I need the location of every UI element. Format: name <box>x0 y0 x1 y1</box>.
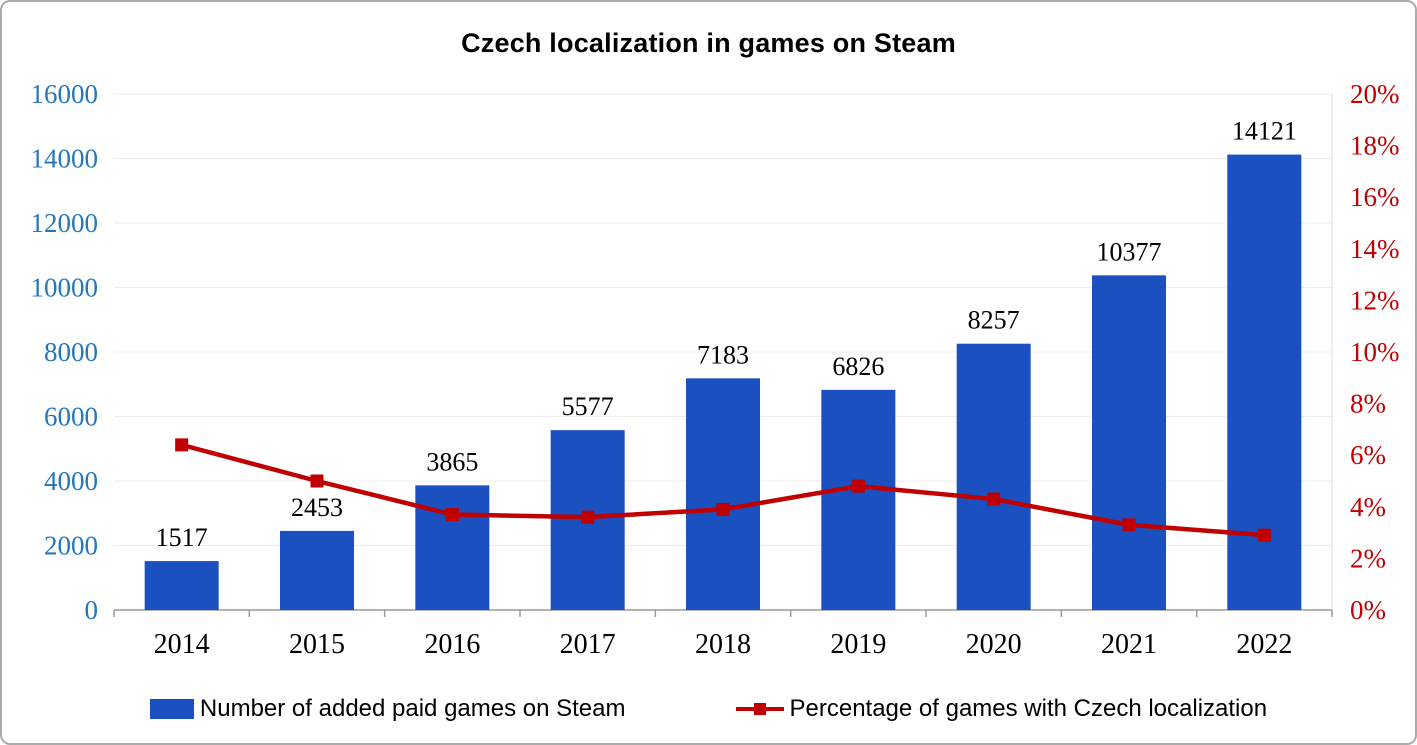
y-axis-left-label: 2000 <box>44 531 98 561</box>
chart-title: Czech localization in games on Steam <box>461 28 956 58</box>
bar <box>821 389 896 610</box>
y-axis-right-label: 8% <box>1350 389 1386 419</box>
y-axis-left-label: 8000 <box>44 337 98 367</box>
y-axis-right-label: 12% <box>1350 285 1400 315</box>
x-axis-label: 2019 <box>830 629 886 660</box>
x-axis-label: 2022 <box>1236 629 1292 660</box>
bar-value-label: 7183 <box>697 340 749 369</box>
bar <box>956 343 1031 610</box>
y-axis-left-label: 10000 <box>31 273 99 303</box>
y-axis-right-label: 6% <box>1350 440 1386 470</box>
bar-value-label: 5577 <box>562 392 614 421</box>
legend-bars-label: Number of added paid games on Steam <box>199 695 626 722</box>
y-axis-right-label: 16% <box>1350 182 1400 212</box>
x-axis-label: 2014 <box>154 629 210 660</box>
bar-value-label: 10377 <box>1097 237 1162 266</box>
chart-legend: Number of added paid games on Steam Perc… <box>2 695 1415 723</box>
x-axis-label: 2018 <box>695 629 751 660</box>
legend-item-line: Percentage of games with Czech localizat… <box>735 695 1268 723</box>
line-marker <box>445 508 459 522</box>
bar <box>686 378 760 610</box>
line-marker <box>716 502 730 516</box>
line-marker <box>310 474 324 488</box>
bar-value-label: 3865 <box>426 447 478 476</box>
y-axis-left-label: 0 <box>85 595 99 625</box>
legend-line-label: Percentage of games with Czech localizat… <box>789 695 1268 722</box>
y-axis-right-label: 20% <box>1350 79 1400 109</box>
bar <box>415 485 490 610</box>
x-axis-label: 2021 <box>1101 629 1157 660</box>
line-marker <box>987 492 1001 506</box>
bar <box>144 561 219 610</box>
line-marker <box>851 479 865 493</box>
y-axis-right-label: 18% <box>1350 131 1400 161</box>
bar <box>1092 275 1166 610</box>
y-axis-right-label: 0% <box>1350 595 1386 625</box>
bar-value-label: 1517 <box>156 523 208 552</box>
y-axis-left-label: 16000 <box>31 79 99 109</box>
y-axis-left-label: 14000 <box>31 144 99 174</box>
bar-series-swatch-icon <box>149 699 194 719</box>
y-axis-left-label: 6000 <box>44 402 98 432</box>
x-axis-label: 2015 <box>289 629 345 660</box>
line-marker <box>1257 528 1271 542</box>
line-marker <box>1122 518 1136 532</box>
y-axis-left-label: 4000 <box>44 466 98 496</box>
line-marker <box>581 510 595 524</box>
bar-value-label: 6826 <box>832 352 884 381</box>
y-axis-left-label: 12000 <box>31 208 99 238</box>
bar <box>280 530 354 610</box>
y-axis-right-label: 4% <box>1350 492 1386 522</box>
y-axis-right-label: 10% <box>1350 337 1400 367</box>
x-axis-label: 2016 <box>424 629 480 660</box>
bar-value-label: 8257 <box>968 306 1020 335</box>
bar <box>1227 154 1302 610</box>
x-axis-label: 2017 <box>560 629 616 660</box>
legend-item-bars: Number of added paid games on Steam <box>149 695 626 723</box>
x-axis-label: 2020 <box>966 629 1022 660</box>
line-series-swatch-icon <box>735 702 784 716</box>
bar-value-label: 2453 <box>291 493 343 522</box>
y-axis-right-label: 14% <box>1350 234 1400 264</box>
line-marker <box>175 438 189 452</box>
bar-value-label: 14121 <box>1232 117 1297 146</box>
y-axis-right-label: 2% <box>1350 543 1386 573</box>
